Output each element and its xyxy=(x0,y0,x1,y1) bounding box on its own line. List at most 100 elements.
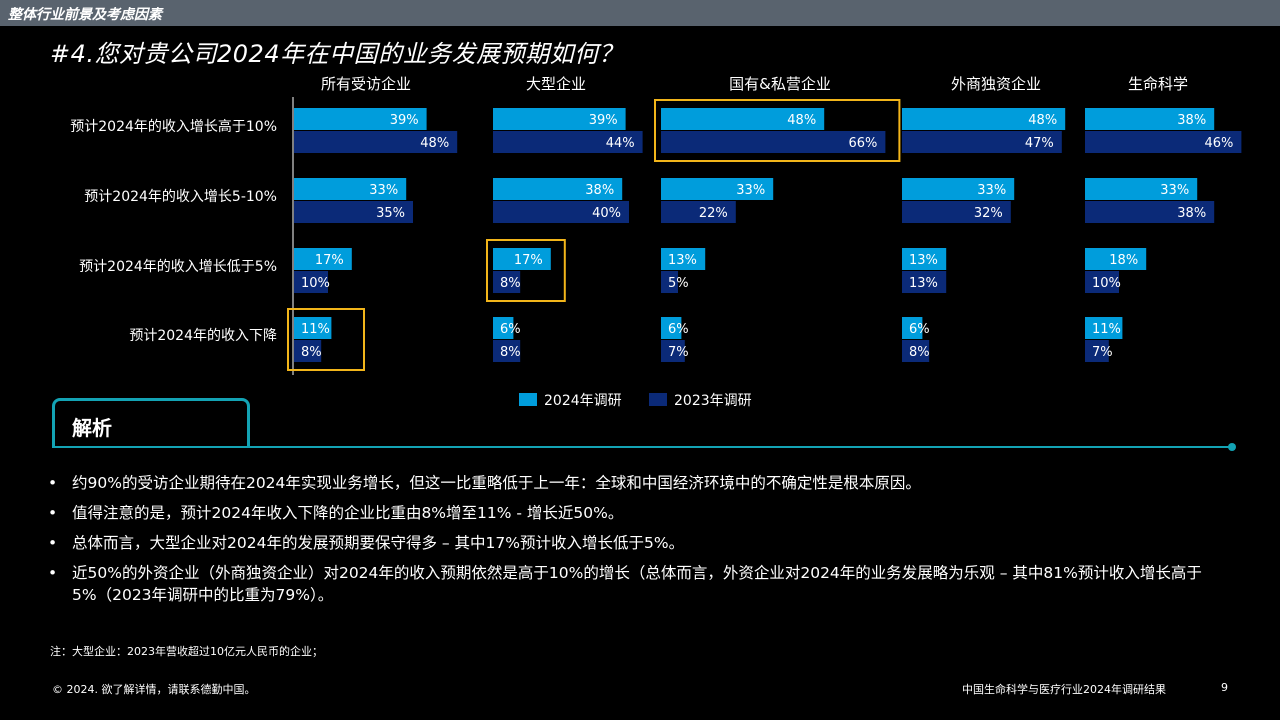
legend-swatch xyxy=(519,393,537,406)
legend-swatch xyxy=(649,393,667,406)
copyright-text: © 2024. 欲了解详情，请联系德勤中国。 xyxy=(52,683,256,696)
bullet-symbol: • xyxy=(48,504,58,522)
bar-value-label: 6% xyxy=(909,322,930,337)
bar-value-label: 39% xyxy=(390,113,419,128)
bullet-item: • 约90%的受访企业期待在2024年实现业务增长，但这一比重略低于上一年：全球… xyxy=(48,472,1218,494)
bar-value-label: 32% xyxy=(974,206,1003,221)
bar-2024 xyxy=(661,317,682,339)
bar-value-label: 10% xyxy=(301,276,330,291)
analysis-tab xyxy=(52,398,250,446)
panel-label: 所有受访企业 xyxy=(321,75,411,93)
bullet-symbol: • xyxy=(48,534,58,552)
bar-value-label: 8% xyxy=(500,345,521,360)
grouped-bar-chart: 所有受访企业 大型企业 国有&私营企业 外商独资企业 生命科学预计2024年的收入增长高… xyxy=(70,75,1242,409)
bullet-text: 值得注意的是，预计2024年收入下降的企业比重由8%增至11% - 增长近50%… xyxy=(72,504,624,522)
bar-2024 xyxy=(294,108,427,130)
bar-2023 xyxy=(661,201,736,223)
bar-2023 xyxy=(902,201,1011,223)
panel-label: 大型企业 xyxy=(526,75,586,93)
footnote: 注：大型企业：2023年营收超过10亿元人民币的企业； xyxy=(50,645,323,658)
bar-value-label: 40% xyxy=(592,206,621,221)
bar-value-label: 39% xyxy=(589,113,618,128)
bar-value-label: 33% xyxy=(977,183,1006,198)
bullet-text: 总体而言，大型企业对2024年的发展预期要保守得多 – 其中17%预计收入增长低… xyxy=(72,534,685,552)
bar-value-label: 11% xyxy=(1092,322,1121,337)
bar-2023 xyxy=(661,340,685,362)
bullet-item: • 总体而言，大型企业对2024年的发展预期要保守得多 – 其中17%预计收入增… xyxy=(48,532,1218,554)
bar-2023 xyxy=(902,271,947,293)
bar-value-label: 48% xyxy=(787,113,816,128)
analysis-divider xyxy=(52,446,1232,448)
bar-2023 xyxy=(1085,271,1119,293)
bullet-symbol: • xyxy=(48,474,58,492)
bar-2023 xyxy=(661,131,886,153)
bar-value-label: 8% xyxy=(301,345,322,360)
bar-2023 xyxy=(294,131,458,153)
bullet-text: 近50%的外资企业（外商独资企业）对2024年的收入预期依然是高于10%的增长（… xyxy=(72,564,1202,604)
bar-value-label: 17% xyxy=(315,253,344,268)
bar-2023 xyxy=(902,340,930,362)
category-label: 预计2024年的收入增长5-10% xyxy=(84,189,277,205)
bar-value-label: 13% xyxy=(909,253,938,268)
bar-2023 xyxy=(661,271,678,293)
bullet-text: 约90%的受访企业期待在2024年实现业务增长，但这一比重略低于上一年：全球和中… xyxy=(72,474,921,492)
bar-value-label: 66% xyxy=(848,136,877,151)
bar-value-label: 44% xyxy=(606,136,635,151)
bar-value-label: 38% xyxy=(585,183,614,198)
legend-label: 2024年调研 xyxy=(544,393,622,409)
bar-2024 xyxy=(661,178,774,200)
bullet-item: • 近50%的外资企业（外商独资企业）对2024年的收入预期依然是高于10%的增… xyxy=(48,562,1218,606)
bar-2024 xyxy=(902,317,923,339)
bar-2023 xyxy=(1085,340,1109,362)
bar-2024 xyxy=(493,178,623,200)
bar-value-label: 13% xyxy=(668,253,697,268)
bar-value-label: 7% xyxy=(1092,345,1113,360)
bar-2023 xyxy=(294,271,328,293)
category-label: 预计2024年的收入增长低于5% xyxy=(79,259,277,275)
bar-2024 xyxy=(1085,248,1147,270)
bullet-item: • 值得注意的是，预计2024年收入下降的企业比重由8%增至11% - 增长近5… xyxy=(48,502,1218,524)
bar-2024 xyxy=(902,178,1015,200)
bar-value-label: 7% xyxy=(668,345,689,360)
bar-2024 xyxy=(1085,178,1198,200)
analysis-divider-dot xyxy=(1228,443,1236,451)
bar-2023 xyxy=(1085,131,1242,153)
highlight-box xyxy=(287,308,365,371)
bar-2024 xyxy=(1085,108,1215,130)
bar-value-label: 46% xyxy=(1204,136,1233,151)
analysis-title: 解析 xyxy=(72,416,112,440)
bar-value-label: 10% xyxy=(1092,276,1121,291)
bar-value-label: 48% xyxy=(1028,113,1057,128)
bar-value-label: 8% xyxy=(500,276,521,291)
bar-2024 xyxy=(493,108,626,130)
bar-2023 xyxy=(294,340,322,362)
bar-2024 xyxy=(493,317,514,339)
page-title: #4.您对贵公司2024年在中国的业务发展预期如何？ xyxy=(50,40,624,68)
bar-value-label: 13% xyxy=(909,276,938,291)
bar-value-label: 22% xyxy=(699,206,728,221)
bar-2024 xyxy=(661,108,825,130)
bar-value-label: 6% xyxy=(668,322,689,337)
legend-label: 2023年调研 xyxy=(674,393,752,409)
bar-value-label: 48% xyxy=(420,136,449,151)
bar-2023 xyxy=(1085,201,1215,223)
bar-value-label: 35% xyxy=(376,206,405,221)
section-label: 整体行业前景及考虑因素 xyxy=(8,7,162,23)
bar-value-label: 6% xyxy=(500,322,521,337)
bar-2024 xyxy=(493,248,551,270)
bullet-symbol: • xyxy=(48,564,58,582)
category-label: 预计2024年的收入下降 xyxy=(129,328,277,344)
bar-2024 xyxy=(1085,317,1123,339)
bar-value-label: 38% xyxy=(1177,113,1206,128)
bar-2023 xyxy=(493,131,643,153)
bar-2024 xyxy=(294,317,332,339)
bar-value-label: 33% xyxy=(1160,183,1189,198)
bar-2024 xyxy=(902,248,947,270)
bar-2023 xyxy=(902,131,1062,153)
highlight-box xyxy=(486,239,566,302)
bar-2023 xyxy=(294,201,413,223)
bar-value-label: 33% xyxy=(369,183,398,198)
bar-2023 xyxy=(493,340,521,362)
highlight-box xyxy=(654,99,901,162)
bar-value-label: 47% xyxy=(1025,136,1054,151)
